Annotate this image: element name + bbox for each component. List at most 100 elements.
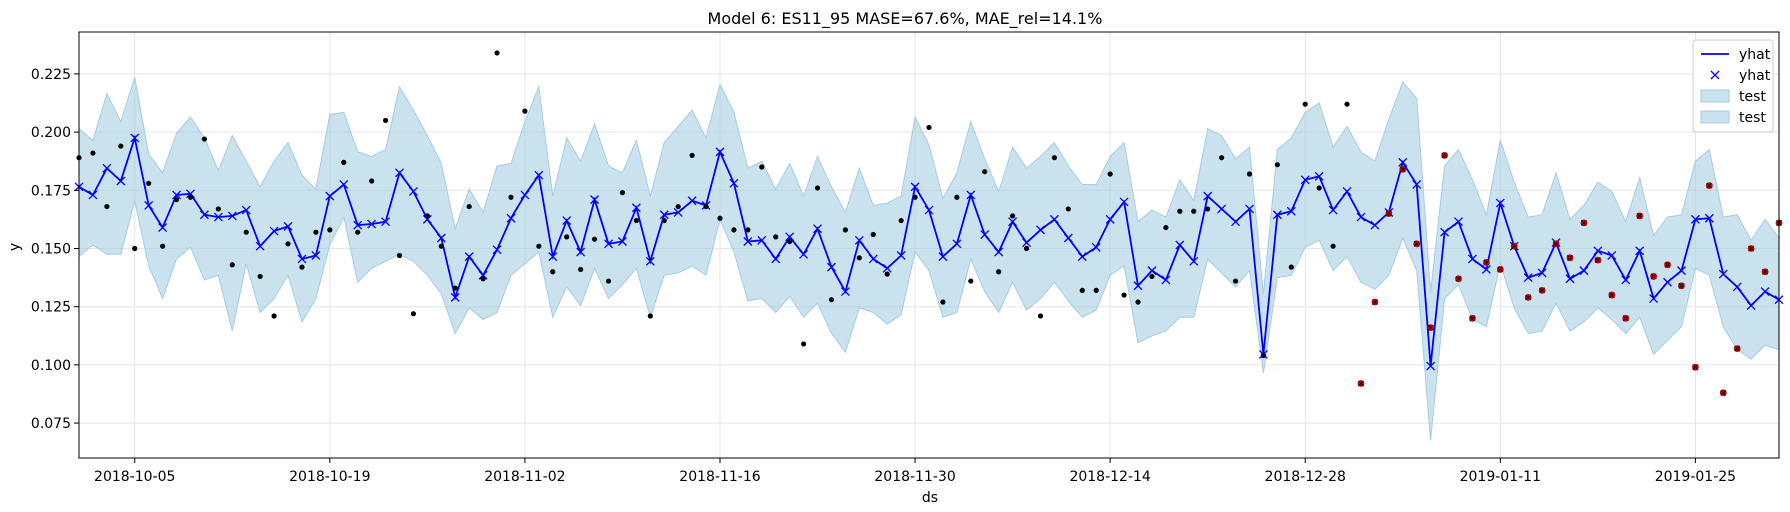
yhat-marker [1607, 251, 1617, 260]
observed-point [160, 243, 166, 249]
plot-frame [78, 31, 1780, 459]
yhat-marker [840, 287, 850, 297]
axes-layer [78, 31, 1780, 459]
yhat-marker [339, 180, 349, 189]
observed-point [1121, 292, 1127, 298]
yhat-marker [659, 210, 669, 220]
observed-point [243, 229, 249, 235]
observed-point [564, 234, 570, 240]
yhat-marker [520, 190, 530, 200]
yhat-marker [966, 190, 976, 200]
observed-point [814, 185, 821, 191]
yhat-marker [785, 232, 795, 242]
yhat-marker [729, 178, 739, 188]
legend: yhat yhat test test [1692, 39, 1774, 133]
test-point-cross [1762, 268, 1768, 275]
observed-point [1260, 352, 1267, 359]
observed-point [940, 299, 946, 305]
observed-point [480, 276, 486, 282]
test-point-cross [1469, 315, 1476, 322]
observed-point [926, 124, 932, 131]
yhat-marker [1091, 242, 1101, 252]
yhat-marker [450, 292, 460, 302]
observed-point [954, 194, 960, 200]
yhat-marker [116, 176, 126, 186]
yhat-marker [1077, 252, 1087, 262]
x-tick-label: 2018-12-14 [1069, 469, 1150, 485]
observed-point [229, 262, 235, 268]
yhat-marker [771, 254, 781, 264]
yhat-marker [1036, 225, 1045, 235]
yhat-marker [1412, 180, 1422, 189]
observed-point [382, 117, 389, 124]
legend-box [1692, 39, 1774, 133]
observed-point [508, 194, 514, 200]
observed-point [1330, 243, 1336, 249]
observed-point [396, 252, 403, 259]
yhat-marker [1760, 287, 1770, 297]
yhat-marker [1649, 294, 1659, 304]
test-point-cross [1608, 292, 1615, 298]
yhat-marker [1732, 282, 1742, 292]
yhat-marker [687, 196, 697, 206]
observed-point [982, 169, 988, 175]
yhat-marker [813, 224, 822, 234]
observed-point [522, 108, 528, 114]
observed-point [132, 245, 138, 252]
y-tick-label: 0.150 [31, 241, 71, 257]
yhat-marker [130, 133, 140, 143]
yhat-marker [631, 203, 641, 213]
x-tick-label: 2018-11-16 [679, 469, 760, 485]
yhat-marker [1370, 220, 1380, 230]
yhat-marker [199, 210, 209, 220]
ticks-layer: 0.075 0.100 0.125 0.150 0.175 0.200 0.225 2018-… [31, 67, 1736, 485]
yhat-marker [227, 211, 237, 221]
yhat-marker [924, 205, 934, 215]
yhat-marker [980, 230, 990, 239]
yhat-marker [743, 237, 753, 246]
observed-point [1051, 155, 1058, 161]
yhat-marker [1022, 238, 1031, 248]
observed-point [536, 243, 542, 249]
yhat-marker [1231, 217, 1241, 227]
observed-point [968, 278, 974, 284]
yhat-marker [408, 186, 418, 196]
test-point-cross [1413, 240, 1420, 247]
yhat-marker [144, 200, 154, 210]
yhat-marker [534, 170, 544, 180]
observed-point [1023, 245, 1030, 252]
test-point-cross [1748, 245, 1755, 252]
observed-point [341, 159, 347, 165]
yhat-marker [1537, 268, 1547, 278]
observed-point [870, 231, 876, 238]
observed-point [1344, 101, 1350, 107]
yhat-marker [645, 256, 655, 266]
test-point-cross [1650, 273, 1657, 280]
test-point-cross [1664, 261, 1671, 268]
yhat-marker [1663, 277, 1672, 287]
yhat-marker [422, 214, 432, 224]
observed-point [1177, 208, 1183, 214]
y-axis-title: y [7, 243, 23, 251]
yhat-marker [1272, 210, 1282, 220]
yhat-marker [186, 189, 195, 199]
observed-point [731, 227, 737, 233]
observed-point [1274, 162, 1280, 168]
yhat-marker [102, 163, 112, 173]
observed-point [1037, 313, 1044, 319]
yhat-marker [576, 247, 586, 257]
test-point-cross [1427, 324, 1434, 331]
observed-point [550, 269, 556, 275]
test-point-cross [1720, 389, 1727, 396]
test-point-cross [1371, 299, 1378, 305]
test-point-cross [1385, 210, 1392, 217]
yhat-line-layer [74, 133, 1784, 371]
yhat-marker [1398, 157, 1408, 167]
test-point-cross [1525, 294, 1532, 301]
yhat-marker [241, 205, 251, 215]
observed-point [1288, 264, 1294, 270]
yhat-marker [1161, 275, 1171, 285]
observed-point [1010, 213, 1016, 219]
observed-point [104, 203, 110, 210]
